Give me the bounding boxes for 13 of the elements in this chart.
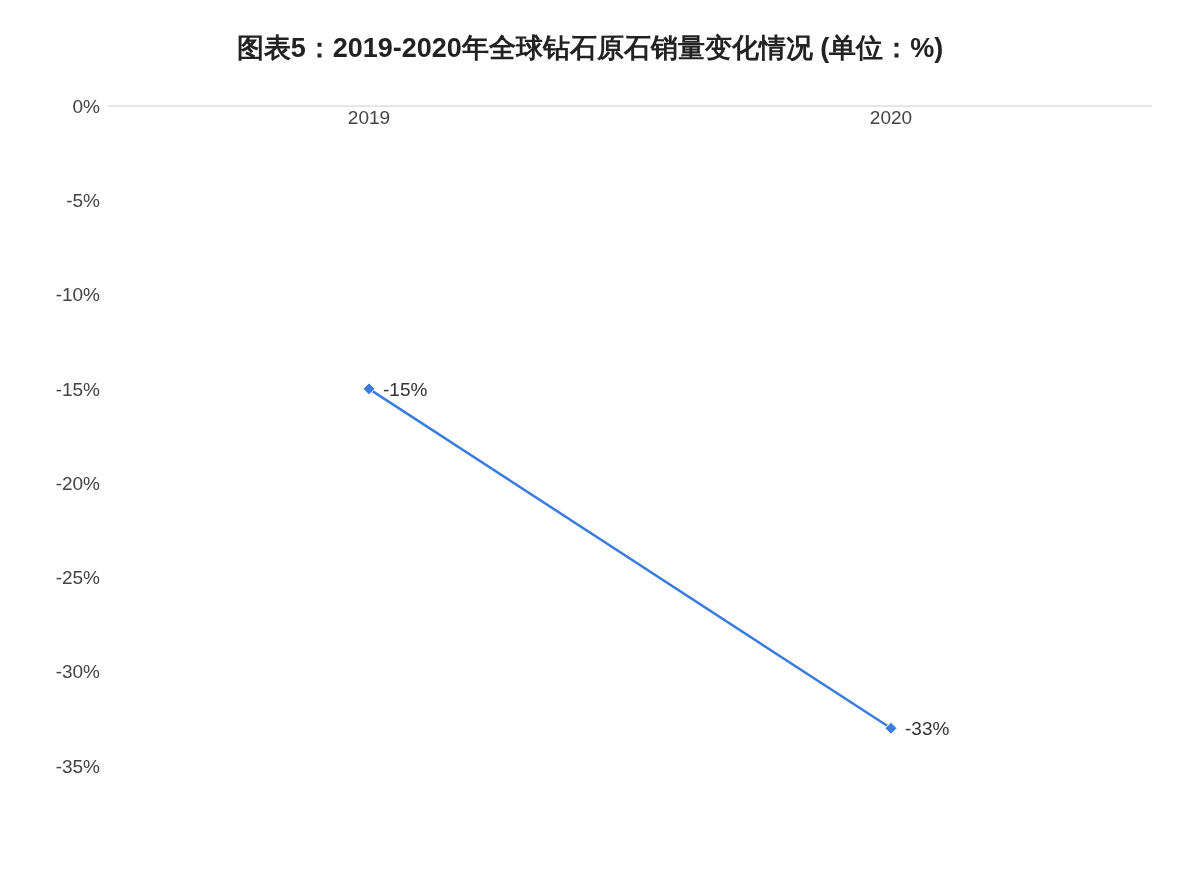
y-tick-label: 0% <box>72 95 101 117</box>
y-tick-label: -30% <box>55 661 101 683</box>
y-tick-label: -35% <box>55 755 101 777</box>
chart-title: 图表5：2019-2020年全球钻石原石销量变化情况 (单位：%) <box>235 32 945 65</box>
x-tick-label: 2019 <box>347 107 391 128</box>
y-tick-label: -15% <box>55 378 101 400</box>
y-tick-label: -5% <box>66 190 101 212</box>
y-tick-label: -20% <box>55 472 101 494</box>
x-tick-label: 2020 <box>869 107 913 128</box>
data-label: -33% <box>905 718 950 740</box>
data-label: -15% <box>383 378 428 400</box>
y-tick-label: -10% <box>55 284 101 306</box>
y-tick-label: -25% <box>55 567 101 589</box>
